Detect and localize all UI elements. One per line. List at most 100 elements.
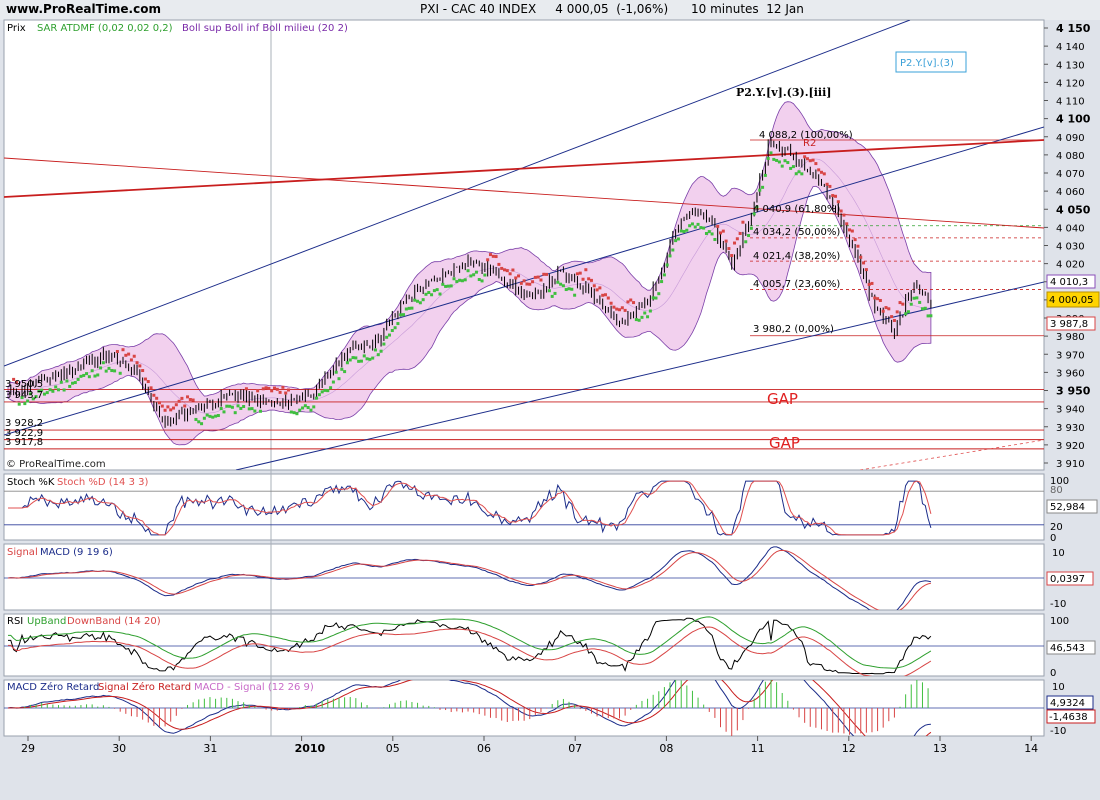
mz-macd-line	[7, 680, 931, 736]
sar-dot	[892, 318, 896, 322]
sar-dot	[345, 361, 349, 365]
sar-dot	[825, 182, 829, 186]
fib-label-382: 4 021,4 (38,20%)	[753, 251, 840, 262]
sar-dot	[306, 406, 310, 410]
sar-dot	[634, 318, 638, 322]
x-tick-label: 05	[386, 742, 400, 755]
sar-dot	[623, 308, 627, 312]
sar-dot	[777, 160, 781, 164]
rsi-panel[interactable]	[3, 613, 1045, 677]
sar-dot	[90, 369, 94, 373]
x-tick-label: 30	[112, 742, 126, 755]
trend-channel-line[interactable]	[4, 20, 911, 367]
sar-dot	[211, 415, 215, 419]
sar-dot	[805, 157, 809, 161]
sar-dot	[118, 371, 122, 375]
rsi-tick-0: 0	[1050, 668, 1056, 679]
sar-dot	[267, 386, 271, 390]
sar-dot	[427, 291, 431, 295]
wave-box[interactable]	[895, 51, 967, 73]
sar-dot	[822, 172, 826, 176]
y-tick-label: 4 060	[1056, 187, 1085, 198]
sar-dot	[800, 172, 804, 176]
sar-dot	[359, 359, 363, 363]
mz-tick-neg10: -10	[1050, 726, 1066, 737]
sar-dot	[183, 404, 187, 408]
stoch-panel[interactable]	[3, 473, 1045, 541]
sar-dot	[301, 406, 305, 410]
sar-dot	[396, 322, 400, 326]
sar-dot	[225, 404, 229, 408]
sar-dot	[157, 401, 161, 405]
sar-dot	[146, 380, 150, 384]
sar-dot	[783, 159, 787, 163]
sar-dot	[242, 405, 246, 409]
macd-tick-neg10: -10	[1050, 599, 1066, 610]
sar-dot	[357, 359, 361, 363]
sar-dot	[890, 315, 894, 319]
sar-dot	[430, 293, 434, 297]
sar-dot	[640, 315, 644, 319]
sar-dot	[28, 392, 32, 396]
y-axis: 4 150 4 140 4 130 4 120 4 110 4 100 4 090 4 080…	[1044, 22, 1091, 470]
sar-dot	[343, 370, 347, 374]
sar-dot	[842, 213, 846, 217]
sar-dot	[587, 277, 591, 281]
y-tick-label: 4 120	[1056, 78, 1085, 89]
sar-dot	[668, 254, 672, 258]
mz-value-2: -1,4638	[1049, 712, 1088, 723]
sar-dot	[79, 374, 83, 378]
sar-dot	[82, 373, 86, 377]
sar-dot	[141, 369, 145, 373]
sar-dot	[292, 411, 296, 415]
sar-dot	[76, 377, 80, 381]
x-tick-label: 06	[477, 742, 491, 755]
sar-dot	[138, 364, 142, 368]
sar-dot	[320, 390, 324, 394]
macd-value: 0,0397	[1050, 574, 1085, 585]
trend-channel-line[interactable]	[235, 281, 1044, 470]
macd-panel[interactable]	[3, 543, 1045, 611]
sar-dot	[315, 396, 319, 400]
legend-boll: Boll sup Boll inf Boll milieu (20 2)	[182, 23, 348, 34]
sar-dot	[129, 358, 133, 362]
sar-dot	[56, 388, 60, 392]
sar-dot	[514, 276, 518, 280]
sar-dot	[814, 162, 818, 166]
sar-dot	[671, 248, 675, 252]
sar-dot	[718, 231, 722, 235]
sar-dot	[817, 168, 821, 172]
site-name[interactable]: www.ProRealTime.com	[6, 2, 161, 16]
sar-dot	[214, 414, 218, 418]
sar-dot	[749, 226, 753, 230]
sar-dot	[550, 294, 554, 298]
sar-dot	[458, 278, 462, 282]
x-tick-label: 14	[1024, 742, 1038, 755]
fib-label-618: 4 040,9 (61,80%)	[753, 204, 840, 215]
sar-dot	[702, 226, 706, 230]
sar-dot	[878, 298, 882, 302]
sar-dot	[424, 292, 428, 296]
sar-dot	[769, 151, 773, 155]
last-price-value: 4 000,05	[1049, 295, 1094, 306]
sar-dot	[561, 284, 565, 288]
declining-line[interactable]	[4, 157, 1044, 229]
sar-dot	[525, 282, 529, 286]
wave-label: P2.Y.[v].(3).[iii]	[736, 86, 832, 99]
sar-dot	[811, 158, 815, 162]
dashed-trend-line[interactable]	[859, 439, 1044, 470]
stoch-tick-80: 80	[1050, 485, 1063, 496]
resistance-line[interactable]	[4, 139, 1044, 198]
y-tick-label: 3 910	[1056, 459, 1085, 470]
stoch-value-box	[1046, 499, 1098, 514]
fib-label-0: 3 980,2 (0,00%)	[753, 324, 834, 335]
sar-dot	[836, 200, 840, 204]
sar-dot	[573, 293, 577, 297]
level-label-3943: 3 943,7	[5, 390, 43, 401]
y-tick-label: 3 920	[1056, 441, 1085, 452]
sar-dot	[410, 306, 414, 310]
sar-dot	[629, 298, 633, 302]
sar-dot	[247, 407, 251, 411]
sar-dot	[275, 387, 279, 391]
